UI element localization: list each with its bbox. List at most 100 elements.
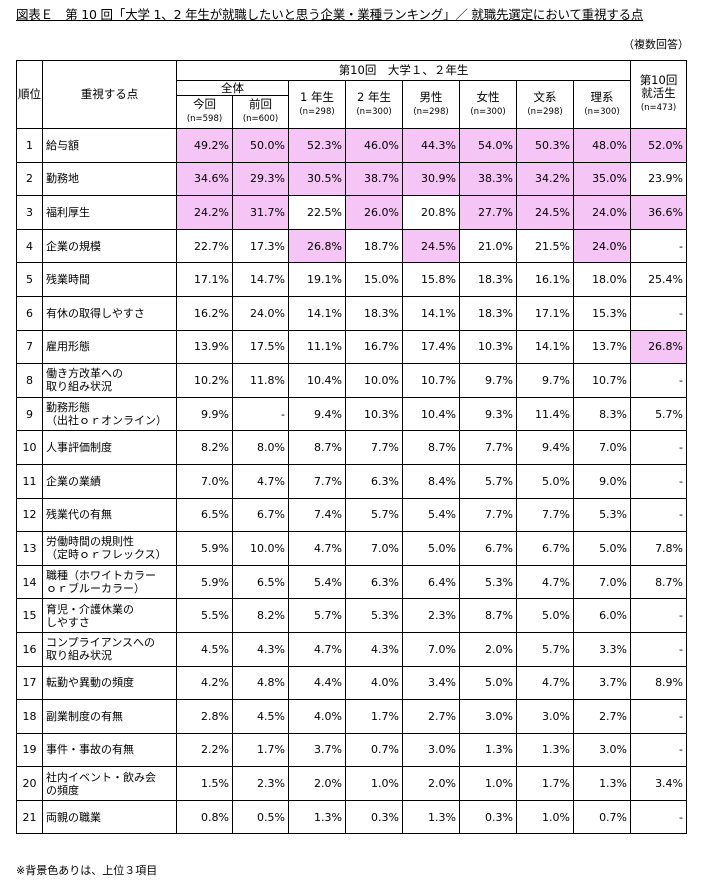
value-cell-current: 4.2% <box>176 665 233 701</box>
rank-cell: 11 <box>16 463 43 499</box>
header-humanities-n: (n=298) <box>527 106 563 117</box>
value-cell-year1: 19.1% <box>288 262 346 297</box>
table-row: 4 企業の規模 22.7% 17.3% 26.8% 18.7% 24.5% 21.0% 21.5… <box>16 228 688 264</box>
value-cell-male: 30.9% <box>402 161 460 197</box>
value-cell-previous: 4.5% <box>232 699 289 734</box>
value-cell-humanities: 1.3% <box>516 732 574 768</box>
header-previous: 前回 (n=600) <box>232 95 289 129</box>
value-cell-jobhunt: - <box>630 699 688 734</box>
value-cell-male: 15.8% <box>402 262 460 297</box>
value-cell-year1: 5.4% <box>288 564 346 600</box>
rank-cell: 9 <box>16 396 43 432</box>
value-cell-male: 24.5% <box>402 228 460 264</box>
value-cell-current: 10.2% <box>176 363 233 398</box>
value-cell-year1: 1.3% <box>288 799 346 835</box>
value-cell-humanities: 1.7% <box>516 766 574 801</box>
header-science-label: 理系 <box>590 89 614 104</box>
rank-cell: 7 <box>16 329 43 365</box>
value-cell-science: 6.0% <box>572 598 632 633</box>
value-cell-science: 10.7% <box>572 363 632 398</box>
value-cell-year2: 6.3% <box>345 564 403 600</box>
value-cell-year1: 10.4% <box>288 363 346 398</box>
table-body: 1 給与額 49.2% 50.0% 52.3% 46.0% 44.3% 54.0% 50.3% 4… <box>16 128 688 835</box>
multiple-answer-note: （複数回答） <box>623 38 689 51</box>
value-cell-science: 2.7% <box>572 699 632 734</box>
rank-cell: 3 <box>16 195 43 230</box>
value-cell-year2: 6.3% <box>345 463 403 499</box>
value-cell-previous: 50.0% <box>232 128 289 163</box>
value-cell-female: 0.3% <box>459 799 517 835</box>
value-cell-humanities: 5.0% <box>516 463 574 499</box>
value-cell-female: 21.0% <box>459 228 517 264</box>
rank-cell: 15 <box>16 598 43 633</box>
value-cell-female: 7.7% <box>459 430 517 465</box>
rank-cell: 4 <box>16 228 43 264</box>
item-cell: 勤務地 <box>42 161 177 197</box>
value-cell-current: 22.7% <box>176 228 233 264</box>
value-cell-science: 15.3% <box>572 295 632 331</box>
item-cell: 職種（ホワイトカラー ｏｒブルーカラー） <box>42 564 177 600</box>
value-cell-previous: 4.3% <box>232 631 289 667</box>
header-rank: 順位 <box>16 60 43 129</box>
value-cell-jobhunt: 23.9% <box>630 161 688 197</box>
value-cell-jobhunt: - <box>630 295 688 331</box>
value-cell-humanities: 21.5% <box>516 228 574 264</box>
rank-cell: 13 <box>16 531 43 566</box>
rank-cell: 17 <box>16 665 43 701</box>
value-cell-previous: 11.8% <box>232 363 289 398</box>
header-total: 全体 <box>176 80 289 96</box>
value-cell-science: 3.7% <box>572 665 632 701</box>
value-cell-male: 2.3% <box>402 598 460 633</box>
value-cell-jobhunt: 26.8% <box>630 329 688 365</box>
item-cell: 福利厚生 <box>42 195 177 230</box>
header-previous-label: 前回 <box>249 97 272 111</box>
value-cell-jobhunt: 52.0% <box>630 128 688 163</box>
value-cell-female: 18.3% <box>459 262 517 297</box>
value-cell-jobhunt: - <box>630 363 688 398</box>
value-cell-year2: 10.3% <box>345 396 403 432</box>
value-cell-male: 2.0% <box>402 766 460 801</box>
value-cell-previous: 14.7% <box>232 262 289 297</box>
header-current: 今回 (n=598) <box>176 95 233 129</box>
value-cell-science: 0.7% <box>572 799 632 835</box>
table-row: 15 育児・介護休業の しやすさ 5.5% 8.2% 5.7% 5.3% 2.3% 8.7% 5.… <box>16 598 688 633</box>
value-cell-science: 7.0% <box>572 564 632 600</box>
header-year2-n: (n=300) <box>356 106 392 117</box>
value-cell-male: 3.0% <box>402 732 460 768</box>
value-cell-female: 54.0% <box>459 128 517 163</box>
value-cell-jobhunt: 7.8% <box>630 531 688 566</box>
value-cell-previous: 2.3% <box>232 766 289 801</box>
value-cell-jobhunt: 36.6% <box>630 195 688 230</box>
header-female-label: 女性 <box>476 89 500 104</box>
rank-cell: 19 <box>16 732 43 768</box>
value-cell-female: 3.0% <box>459 699 517 734</box>
value-cell-science: 9.0% <box>572 463 632 499</box>
value-cell-science: 5.0% <box>572 531 632 566</box>
value-cell-humanities: 6.7% <box>516 531 574 566</box>
table-row: 16 コンプライアンスへの 取り組み状況 4.5% 4.3% 4.7% 4.3% 7.0% 2.… <box>16 631 688 667</box>
header-current-n: (n=598) <box>186 114 223 124</box>
value-cell-female: 38.3% <box>459 161 517 197</box>
value-cell-previous: 10.0% <box>232 531 289 566</box>
value-cell-year1: 4.0% <box>288 699 346 734</box>
value-cell-year1: 2.0% <box>288 766 346 801</box>
value-cell-humanities: 50.3% <box>516 128 574 163</box>
value-cell-jobhunt: - <box>630 799 688 835</box>
header-science-n: (n=300) <box>584 106 620 117</box>
value-cell-female: 2.0% <box>459 631 517 667</box>
value-cell-year2: 1.7% <box>345 699 403 734</box>
value-cell-previous: 8.2% <box>232 598 289 633</box>
value-cell-current: 6.5% <box>176 497 233 533</box>
header-male-n: (n=298) <box>413 106 449 117</box>
value-cell-female: 9.3% <box>459 396 517 432</box>
value-cell-previous: 17.3% <box>232 228 289 264</box>
rank-cell: 21 <box>16 799 43 835</box>
value-cell-female: 5.3% <box>459 564 517 600</box>
value-cell-current: 49.2% <box>176 128 233 163</box>
value-cell-female: 8.7% <box>459 598 517 633</box>
value-cell-current: 4.5% <box>176 631 233 667</box>
value-cell-year1: 22.5% <box>288 195 346 230</box>
value-cell-science: 5.3% <box>572 497 632 533</box>
item-cell: 勤務形態 （出社ｏｒオンライン） <box>42 396 177 432</box>
header-female: 女性 (n=300) <box>459 80 517 129</box>
